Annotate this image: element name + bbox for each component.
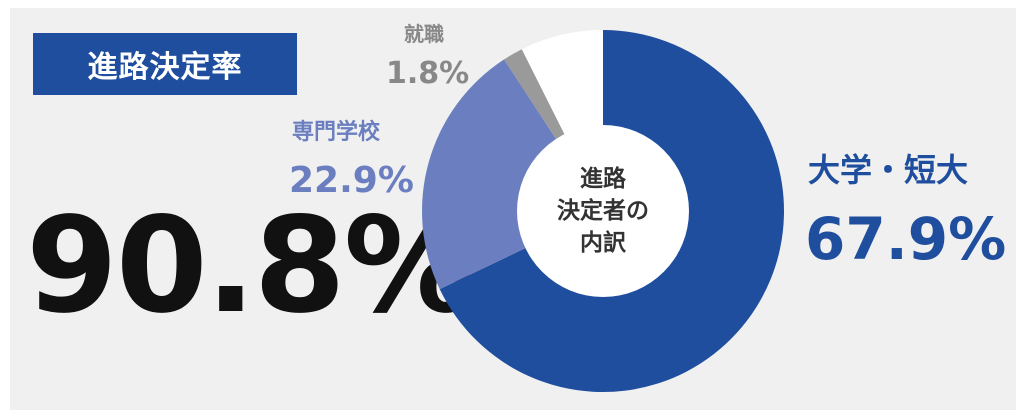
slice-label-vocational-name: 専門学校 [292, 120, 381, 145]
slice-label-vocational-value: 22.9% [289, 160, 414, 201]
donut-hole [517, 125, 689, 297]
slice-label-employment-value: 1.8% [386, 56, 470, 91]
center-label-line-3: 内訳 [580, 229, 627, 256]
overall-rate: 90.8% [26, 189, 476, 343]
chart-title: 進路決定率 [33, 33, 297, 95]
slice-label-employment-name: 就職 [404, 22, 444, 46]
center-label-line-1: 進路 [580, 165, 627, 192]
slice-label-university-name: 大学・短大 [808, 151, 969, 189]
center-label-line-2: 決定者の [557, 197, 649, 224]
slice-label-university-value: 67.9% [805, 205, 1007, 273]
